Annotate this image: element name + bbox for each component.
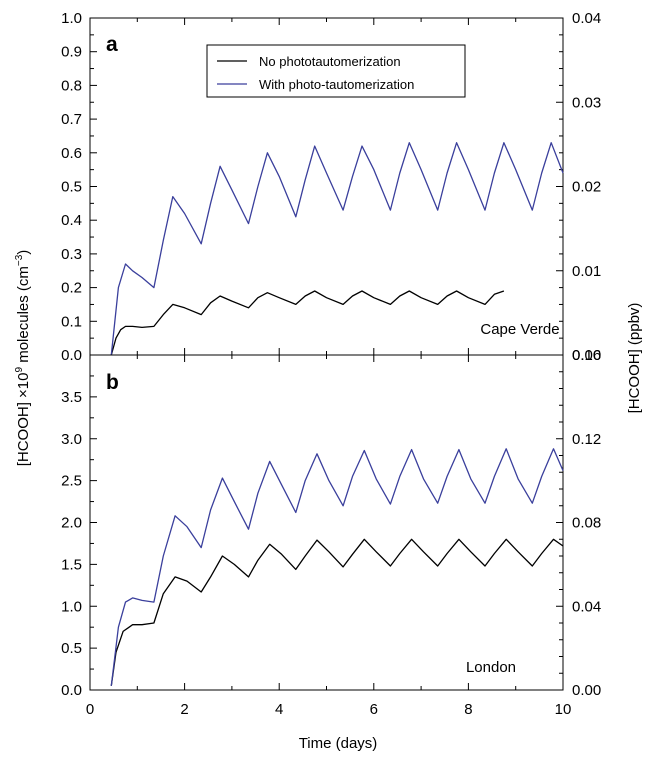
panel-a-y-tick-label: 0.7 bbox=[61, 111, 82, 128]
panel-a-right-tick-label: 0.01 bbox=[572, 263, 601, 280]
x-tick-label: 0 bbox=[86, 701, 94, 718]
panel-b-right-tick-label: 0.04 bbox=[572, 598, 601, 615]
panel-b-letter: b bbox=[106, 371, 119, 394]
panel-b-y-tick-label: 1.5 bbox=[61, 556, 82, 573]
y-axis-label-left-text: [HCOOH] ×109 molecules (cm−3) bbox=[14, 250, 32, 467]
panel-b-y-tick-label: 3.0 bbox=[61, 431, 82, 448]
panel-b-y-tick-label: 0.5 bbox=[61, 640, 82, 657]
panel-letter-b: b bbox=[106, 371, 119, 394]
panel-b-y-tick-label: 2.0 bbox=[61, 515, 82, 532]
panel-a-series-with-photo-line bbox=[110, 142, 564, 356]
y-label-exponent: 9 bbox=[14, 367, 25, 373]
x-tick-label: 10 bbox=[555, 701, 572, 718]
y-axis-label-right-text: [HCOOH] (ppbv) bbox=[626, 303, 643, 414]
panel-a-y-tick-label: 0.8 bbox=[61, 77, 82, 94]
y-axis-label-right: [HCOOH] (ppbv) bbox=[626, 303, 643, 414]
panel-a-y-tick-label: 0.2 bbox=[61, 280, 82, 297]
y-label-unit-exponent: −3 bbox=[14, 254, 25, 266]
y-label-part-2: molecules (cm bbox=[15, 266, 32, 367]
x-axis-label: Time (days) bbox=[299, 735, 378, 752]
x-tick-label: 6 bbox=[370, 701, 378, 718]
panel-b-series-no-photo-line bbox=[110, 538, 564, 686]
location-label-london: London bbox=[466, 659, 516, 676]
x-tick-label: 4 bbox=[275, 701, 283, 718]
y-label-part-1: [HCOOH] ×10 bbox=[15, 373, 32, 467]
panel-b-y-tick-label: 2.5 bbox=[61, 473, 82, 490]
panel-a-y-tick-label: 0.6 bbox=[61, 145, 82, 162]
x-tick-label: 2 bbox=[180, 701, 188, 718]
location-label-cape-verde: Cape Verde bbox=[480, 321, 559, 338]
panel-a-right-tick-label: 0.03 bbox=[572, 94, 601, 111]
panel-a-y-tick-label: 0.0 bbox=[61, 347, 82, 364]
legend-box bbox=[206, 44, 466, 98]
panel-a-y-tick-label: 0.3 bbox=[61, 246, 82, 263]
legend-label-no-photo: No phototautomerization bbox=[259, 54, 401, 69]
panel-b-right-tick-label: 0.16 bbox=[572, 347, 601, 364]
panel-a-y-tick-label: 0.4 bbox=[61, 212, 82, 229]
y-label-part-3: ) bbox=[15, 250, 32, 255]
panel-b-right-tick-label: 0.08 bbox=[572, 515, 601, 532]
panel-b-frame bbox=[89, 354, 564, 691]
x-tick-label: 8 bbox=[464, 701, 472, 718]
panel-a-y-tick-label: 1.0 bbox=[61, 10, 82, 27]
panel-b-y-tick-label: 3.5 bbox=[61, 389, 82, 406]
panel-a-series-no-photo-line bbox=[110, 290, 505, 356]
panel-letter-a: a bbox=[106, 33, 118, 56]
panel-a-right-tick-label: 0.00 bbox=[572, 347, 601, 364]
panel-a-y-tick-label: 0.9 bbox=[61, 44, 82, 61]
plot-area: 0.00.10.20.30.40.50.60.70.80.91.00.000.0… bbox=[61, 10, 601, 718]
y-axis-label-left: [HCOOH] ×109 molecules (cm−3) bbox=[14, 250, 32, 467]
panel-b-y-tick-label: 0.0 bbox=[61, 682, 82, 699]
panel-b-right-tick-label: 0.12 bbox=[572, 431, 601, 448]
panel-b-right-tick-label: 0.00 bbox=[572, 682, 601, 699]
legend-label-with-photo: With photo-tautomerization bbox=[259, 77, 414, 92]
panel-a-right-tick-label: 0.02 bbox=[572, 179, 601, 196]
panel-b-y-tick-label: 1.0 bbox=[61, 598, 82, 615]
panel-a-y-tick-label: 0.1 bbox=[61, 313, 82, 330]
panel-b-series-with-photo-line bbox=[110, 448, 564, 686]
legend: No phototautomerization With photo-tauto… bbox=[206, 44, 466, 98]
panel-a-y-tick-label: 0.5 bbox=[61, 179, 82, 196]
panel-a-right-tick-label: 0.04 bbox=[572, 10, 601, 27]
panel-a-letter: a bbox=[106, 33, 118, 56]
